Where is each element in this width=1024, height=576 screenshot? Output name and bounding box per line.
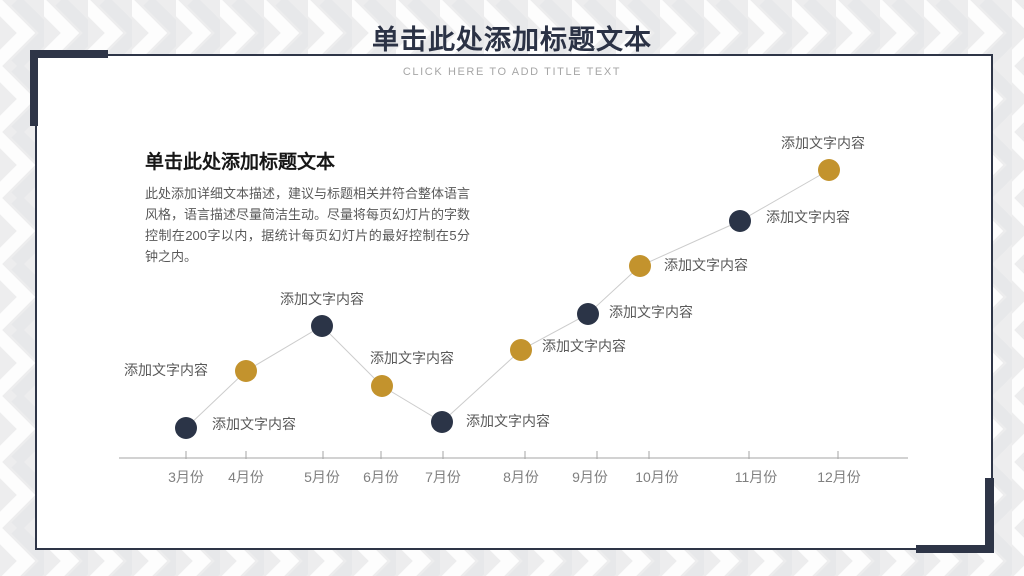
- x-axis-label: 4月份: [228, 469, 264, 485]
- data-point-label: 添加文字内容: [280, 291, 364, 307]
- data-point-label: 添加文字内容: [766, 209, 850, 225]
- x-axis-label: 7月份: [425, 469, 461, 485]
- data-point-label: 添加文字内容: [781, 135, 865, 151]
- data-point[interactable]: [577, 303, 599, 325]
- data-point[interactable]: [629, 255, 651, 277]
- x-axis-label: 11月份: [735, 469, 778, 485]
- data-point-label: 添加文字内容: [466, 413, 550, 429]
- page-title: 单击此处添加标题文本: [372, 25, 652, 55]
- x-axis-label: 5月份: [304, 469, 340, 485]
- data-point-label: 添加文字内容: [212, 416, 296, 432]
- data-point[interactable]: [235, 360, 257, 382]
- data-point-label: 添加文字内容: [664, 257, 748, 273]
- data-point[interactable]: [371, 375, 393, 397]
- series-line: [185, 169, 830, 429]
- data-point-label: 添加文字内容: [609, 304, 693, 320]
- data-point-label: 添加文字内容: [124, 362, 208, 378]
- corner-accent-top-left-vertical: [30, 50, 38, 126]
- content-panel: [35, 54, 993, 550]
- corner-accent-top-left-horizontal: [30, 50, 108, 58]
- section-body: 此处添加详细文本描述，建议与标题相关并符合整体语言风格，语言描述尽量简洁生动。尽…: [145, 186, 471, 265]
- data-point[interactable]: [175, 417, 197, 439]
- data-point[interactable]: [431, 411, 453, 433]
- x-axis-label: 6月份: [363, 469, 399, 485]
- corner-accent-bottom-right-horizontal: [916, 545, 994, 553]
- data-point-label: 添加文字内容: [370, 350, 454, 366]
- x-axis-label: 10月份: [635, 469, 679, 485]
- section-heading: 单击此处添加标题文本: [145, 152, 336, 173]
- data-point[interactable]: [510, 339, 532, 361]
- data-point[interactable]: [311, 315, 333, 337]
- data-point[interactable]: [818, 159, 840, 181]
- description-block: 单击此处添加标题文本 此处添加详细文本描述，建议与标题相关并符合整体语言风格，语…: [145, 147, 470, 267]
- x-axis-label: 12月份: [817, 469, 861, 485]
- page-subtitle: CLICK HERE TO ADD TITLE TEXT: [402, 66, 622, 78]
- x-axis-label: 8月份: [503, 469, 539, 485]
- data-point[interactable]: [729, 210, 751, 232]
- x-axis-label: 9月份: [572, 469, 608, 485]
- x-axis-label: 3月份: [168, 469, 204, 485]
- data-point-label: 添加文字内容: [542, 338, 626, 354]
- corner-accent-bottom-right-vertical: [985, 478, 994, 553]
